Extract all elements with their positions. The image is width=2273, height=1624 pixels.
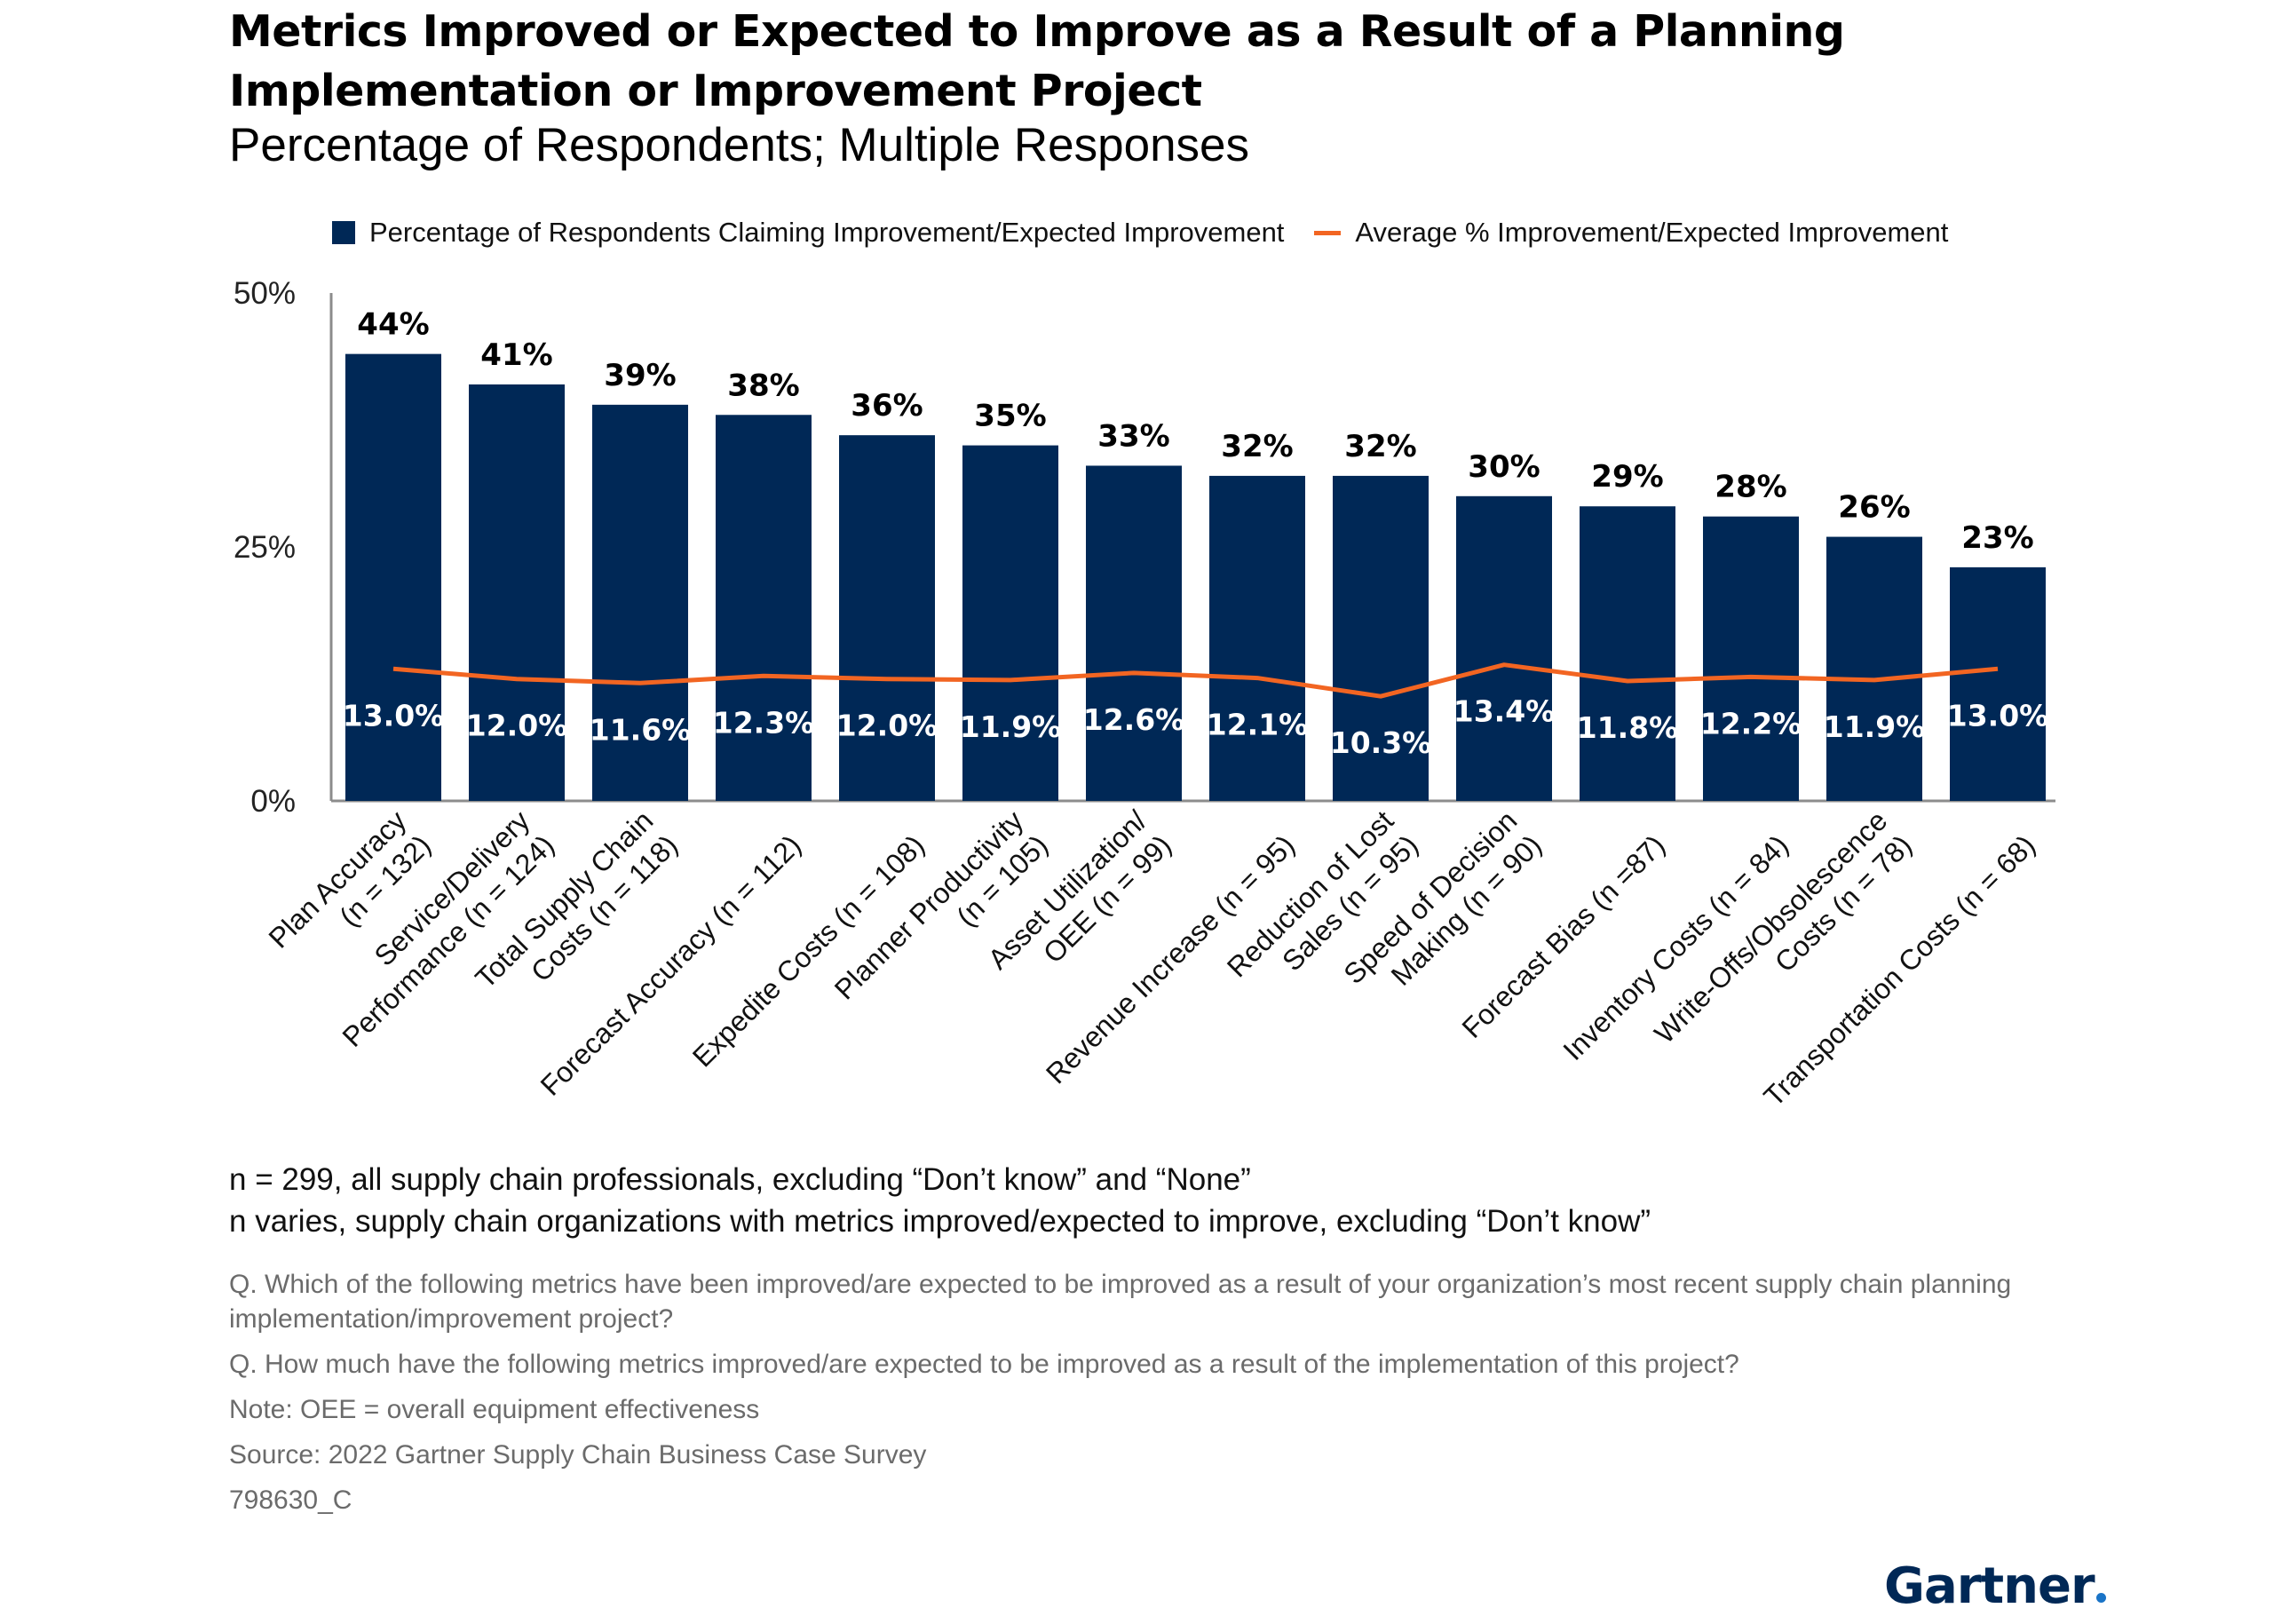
sample-notes: n = 299, all supply chain professionals,… (229, 1159, 1651, 1242)
line-value-label: 12.2% (1700, 706, 1802, 741)
bar-value-label: 23% (1961, 520, 2033, 556)
bar (716, 415, 812, 801)
logo-dot-icon (2095, 1593, 2106, 1603)
bar (1333, 475, 1429, 801)
bar-value-label: 32% (1221, 429, 1293, 464)
bar-value-label: 39% (604, 358, 676, 393)
line-value-label: 13.0% (1947, 698, 2049, 733)
line-value-label: 12.0% (836, 709, 939, 743)
bar (962, 445, 1058, 801)
line-value-label: 12.1% (1207, 708, 1309, 742)
bar (1086, 465, 1182, 801)
line-value-label: 12.6% (1083, 702, 1185, 737)
bar-value-label: 35% (974, 399, 1046, 434)
line-value-label: 12.0% (466, 709, 568, 743)
bar-line-chart: 0% 25% 50% 44% 41% 39% 38% 36% 35% 33% 32% 32% 30% 2… (234, 276, 2055, 1113)
footnote-source: Source: 2022 Gartner Supply Chain Busine… (229, 1440, 927, 1470)
footnotes: Q. Which of the following metrics have b… (229, 1267, 2058, 1528)
bar-value-label: 36% (851, 388, 923, 424)
bar-value-label: 30% (1468, 449, 1540, 485)
average-series-line (392, 662, 1999, 699)
line-value-labels: 13.0% 12.0% 11.6% 12.3% 12.0% 11.9% 12.6% 12.1%… (343, 694, 2049, 760)
bar-value-labels: 44% 41% 39% 38% 36% 35% 33% 32% 32% 30% 29% 28% 26% 2… (357, 307, 2033, 556)
bar (345, 353, 441, 801)
legend-bar-label: Percentage of Respondents Claiming Impro… (369, 217, 1285, 248)
bar (1209, 475, 1305, 801)
line-value-label: 11.9% (1824, 709, 1926, 744)
line-value-label: 13.4% (1453, 694, 1556, 729)
y-tick-label: 0% (250, 784, 296, 819)
logo-text: Gartner (1884, 1557, 2095, 1615)
note-line: n = 299, all supply chain professionals,… (229, 1162, 1251, 1197)
line-value-label: 10.3% (1330, 725, 1432, 760)
bar (1580, 506, 1675, 801)
x-tick-label: Transportation Costs (n = 68) (1757, 828, 2041, 1113)
bar-value-label: 41% (480, 337, 552, 373)
bar-value-label: 26% (1838, 490, 1910, 526)
bar-value-label: 32% (1344, 429, 1416, 464)
y-tick-label: 50% (234, 276, 296, 311)
x-axis-labels: Plan Accuracy(n = 132)Service/DeliveryPe… (263, 804, 2041, 1113)
chart-subtitle: Percentage of Respondents; Multiple Resp… (229, 119, 1250, 171)
bar-value-label: 44% (357, 307, 429, 343)
legend-line-label: Average % Improvement/Expected Improveme… (1355, 217, 1949, 248)
line-value-label: 13.0% (343, 698, 445, 733)
bar (839, 435, 935, 801)
legend: Percentage of Respondents Claiming Impro… (332, 213, 1948, 252)
footnote-question-1: Q. Which of the following metrics have b… (229, 1270, 2012, 1334)
bar (469, 384, 565, 801)
line-value-label: 11.8% (1577, 710, 1679, 745)
chart-title: Metrics Improved or Expected to Improve … (229, 6, 1845, 116)
legend-bar-swatch (332, 221, 355, 244)
average-line-layer (392, 662, 1999, 699)
footnote-id: 798630_C (229, 1485, 352, 1515)
bar-value-label: 38% (727, 368, 799, 403)
bar-value-label: 33% (1097, 418, 1169, 454)
bar-value-label: 28% (1715, 470, 1786, 505)
line-value-label: 12.3% (713, 705, 815, 740)
gartner-logo: Gartner (1884, 1557, 2106, 1615)
footnote-note: Note: OEE = overall equipment effectiven… (229, 1395, 760, 1424)
legend-line-swatch (1314, 230, 1342, 235)
y-tick-label: 25% (234, 530, 296, 565)
bars (345, 353, 2046, 801)
note-line: n varies, supply chain organizations wit… (229, 1204, 1651, 1239)
line-value-label: 11.6% (590, 712, 692, 747)
bar (1950, 566, 2046, 801)
bar (592, 404, 688, 801)
line-value-label: 11.9% (960, 709, 1062, 744)
bar (1826, 536, 1922, 801)
x-tick-label-line: Transportation Costs (n = 68) (1757, 828, 2041, 1113)
bar (1703, 516, 1799, 801)
footnote-question-2: Q. How much have the following metrics i… (229, 1350, 1739, 1379)
bar (1456, 495, 1552, 801)
x-tick-label: Plan Accuracy(n = 132) (263, 804, 437, 978)
bar-value-label: 29% (1591, 459, 1663, 495)
